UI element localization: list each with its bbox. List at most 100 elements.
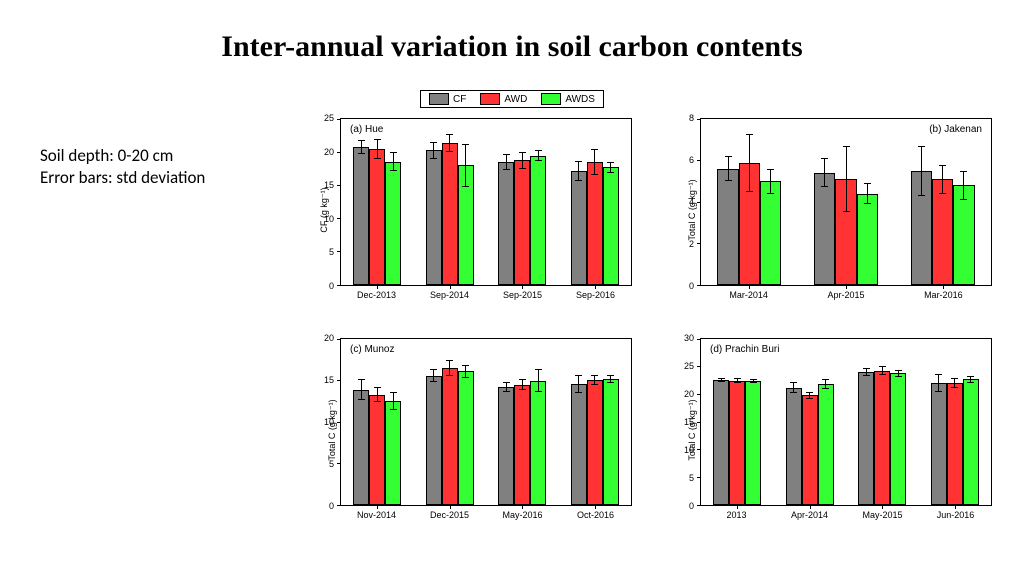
error-bar	[938, 374, 939, 392]
bar	[426, 150, 442, 285]
legend: CFAWDAWDS	[420, 90, 604, 108]
legend-label: AWDS	[565, 94, 595, 105]
error-bar	[361, 379, 362, 401]
bar	[571, 384, 587, 505]
bar	[385, 401, 401, 505]
bar	[571, 171, 587, 285]
panels-grid: 0510152025CF (g kg⁻¹)(a) HueDec-2013Sep-…	[300, 110, 1000, 530]
bar	[874, 371, 890, 505]
bar	[369, 395, 385, 505]
y-tick-label: 0	[689, 281, 694, 291]
error-bar	[866, 368, 867, 376]
x-tick	[955, 505, 956, 509]
bar	[426, 376, 442, 505]
x-tick	[882, 505, 883, 509]
error-bar	[377, 139, 378, 159]
error-bar	[921, 146, 922, 196]
bar	[713, 380, 729, 505]
error-bar	[538, 369, 539, 392]
bar	[498, 387, 514, 505]
error-bar	[954, 378, 955, 388]
error-bar	[393, 392, 394, 410]
y-tick-label: 0	[689, 501, 694, 511]
x-tick-label: Nov-2014	[357, 510, 396, 520]
y-tick-label: 8	[689, 113, 694, 123]
y-tick-label: 20	[324, 147, 334, 157]
bar	[786, 388, 802, 505]
x-tick-label: Mar-2016	[924, 290, 963, 300]
error-bar	[538, 150, 539, 161]
error-bar	[377, 387, 378, 402]
x-tick-label: Jun-2016	[937, 510, 975, 520]
y-tick-label: 0	[329, 281, 334, 291]
x-tick-label: May-2015	[862, 510, 902, 520]
bar	[353, 390, 369, 505]
error-bar	[449, 134, 450, 151]
panel-a: 0510152025CF (g kg⁻¹)(a) HueDec-2013Sep-…	[300, 110, 640, 310]
error-bar	[824, 158, 825, 187]
bar	[514, 385, 530, 505]
x-tick	[450, 285, 451, 289]
x-tick	[595, 505, 596, 509]
bar	[442, 143, 458, 285]
x-axis-labels: Dec-2013Sep-2014Sep-2015Sep-2016	[340, 290, 632, 306]
caption-line-1: Soil depth: 0-20 cm	[40, 145, 205, 167]
y-tick-label: 15	[324, 375, 334, 385]
error-bar	[433, 369, 434, 382]
x-tick-label: Sep-2014	[430, 290, 469, 300]
error-bar	[506, 154, 507, 170]
y-tick-label: 5	[329, 247, 334, 257]
bar	[963, 379, 979, 505]
error-bar	[393, 152, 394, 172]
error-bar	[465, 144, 466, 188]
page-title: Inter-annual variation in soil carbon co…	[0, 30, 1024, 64]
x-axis-labels: Nov-2014Dec-2015May-2016Oct-2016	[340, 510, 632, 526]
error-bar	[610, 162, 611, 173]
bar	[717, 169, 738, 285]
bar	[814, 173, 835, 285]
plot-area: (c) Munoz	[340, 338, 632, 506]
error-bar	[522, 152, 523, 169]
bar	[858, 372, 874, 505]
x-tick-label: May-2016	[502, 510, 542, 520]
legend-item-awds: AWDS	[541, 93, 595, 105]
error-bar	[737, 378, 738, 382]
y-tick-label: 20	[684, 389, 694, 399]
x-tick-label: Oct-2016	[577, 510, 614, 520]
error-bar	[846, 146, 847, 212]
x-tick-label: Dec-2013	[357, 290, 396, 300]
legend-swatch	[541, 93, 561, 105]
x-tick	[943, 285, 944, 289]
y-axis-title: CF (g kg⁻¹)	[319, 187, 330, 232]
bars-layer	[341, 339, 631, 505]
bar	[369, 149, 385, 285]
error-bar	[825, 379, 826, 389]
y-axis-title: Total C (g kg⁻¹)	[687, 179, 698, 240]
bar	[353, 147, 369, 285]
x-tick	[595, 285, 596, 289]
x-tick	[377, 285, 378, 289]
x-axis-labels: Mar-2014Apr-2015Mar-2016	[700, 290, 992, 306]
error-bar	[449, 360, 450, 377]
y-axis-title: Total C (g kg⁻¹)	[687, 399, 698, 460]
error-bar	[578, 375, 579, 393]
bar	[603, 167, 619, 285]
y-axis-title: Total C (g kg⁻¹)	[327, 399, 338, 460]
bar	[498, 162, 514, 285]
error-bar	[361, 140, 362, 153]
legend-label: CF	[453, 94, 466, 105]
bar	[587, 162, 603, 285]
error-bar	[506, 382, 507, 392]
bar	[857, 194, 878, 285]
bar	[932, 179, 953, 285]
bar	[587, 380, 603, 505]
bar	[385, 162, 401, 286]
error-bar	[867, 183, 868, 204]
error-bar	[898, 370, 899, 377]
caption-line-2: Error bars: std deviation	[40, 167, 205, 189]
y-tick-label: 25	[324, 113, 334, 123]
x-tick-label: Mar-2014	[729, 290, 768, 300]
plot-area: (b) Jakenan	[700, 118, 992, 286]
bar	[802, 395, 818, 505]
error-bar	[963, 171, 964, 200]
